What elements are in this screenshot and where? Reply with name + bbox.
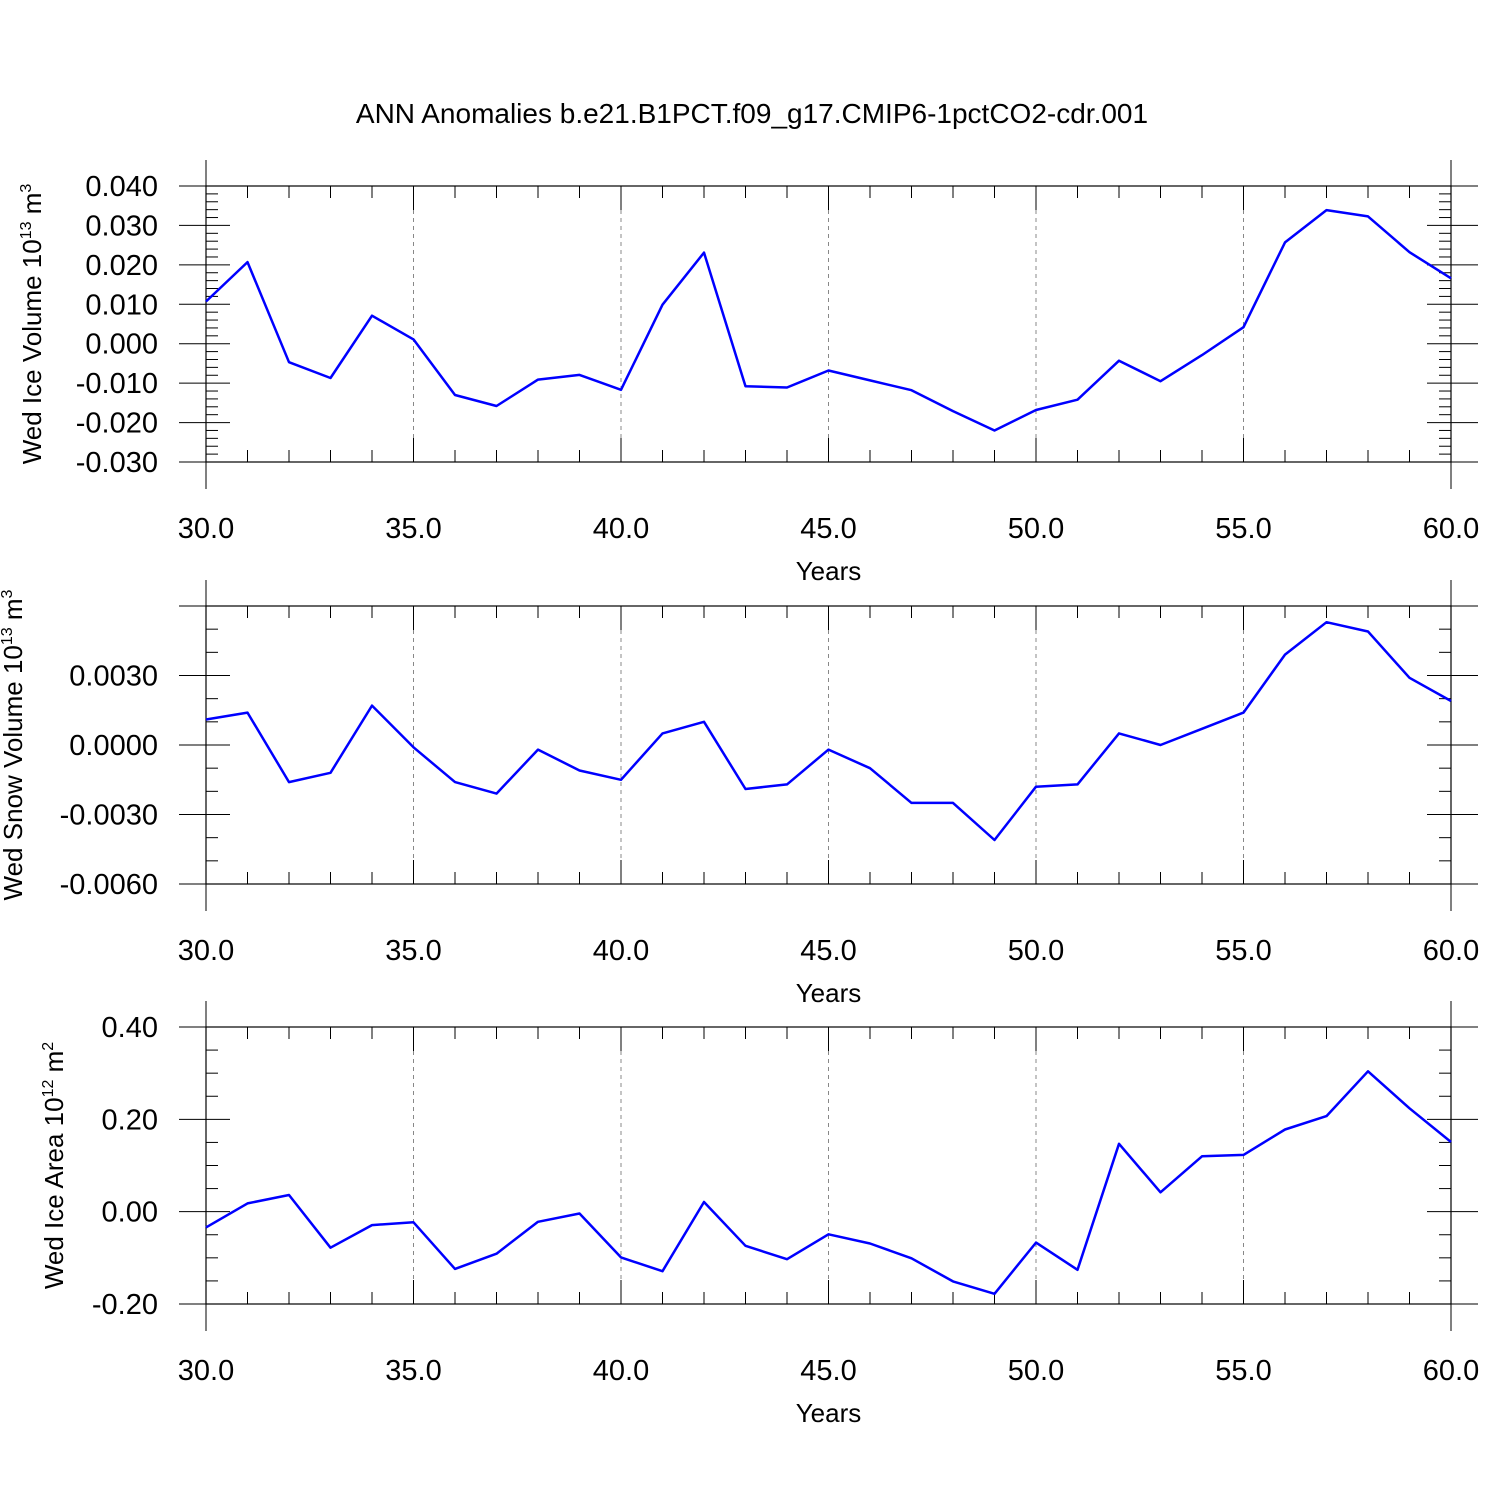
y-axis-title-part: m xyxy=(39,1051,69,1080)
y-axis-title-superscript: 3 xyxy=(0,589,16,598)
x-tick-label: 35.0 xyxy=(385,1355,441,1387)
y-tick-label: 0.0000 xyxy=(69,730,158,762)
y-tick-label: -0.030 xyxy=(76,447,158,479)
y-tick-label: -0.020 xyxy=(76,408,158,440)
y-tick-label: 0.0030 xyxy=(69,661,158,693)
y-axis-title-superscript: 3 xyxy=(18,184,35,193)
x-tick-label: 35.0 xyxy=(385,935,441,967)
y-axis-title: Wed Ice Volume 1013 m3 xyxy=(17,184,47,465)
x-axis-title: Years xyxy=(796,978,862,1008)
x-tick-label: 35.0 xyxy=(385,513,441,545)
y-tick-label: 0.00 xyxy=(102,1197,158,1229)
chart-title: ANN Anomalies b.e21.B1PCT.f09_g17.CMIP6-… xyxy=(356,98,1148,129)
x-tick-label: 40.0 xyxy=(593,1355,649,1387)
y-tick-label: 0.020 xyxy=(85,250,158,282)
y-tick-label: -0.010 xyxy=(76,368,158,400)
series-line xyxy=(205,208,1452,432)
y-tick-label: -0.20 xyxy=(92,1289,158,1321)
x-tick-label: 55.0 xyxy=(1215,513,1271,545)
y-tick-label: 0.000 xyxy=(85,329,158,361)
y-axis-title-part: Wed Snow Volume 10 xyxy=(0,645,28,900)
x-tick-label: 30.0 xyxy=(178,513,234,545)
y-axis-title-superscript: 13 xyxy=(18,221,35,239)
y-axis-title-part: Wed Ice Area 10 xyxy=(39,1097,69,1289)
x-tick-label: 30.0 xyxy=(178,1355,234,1387)
x-tick-label: 45.0 xyxy=(800,513,856,545)
y-axis-title: Wed Snow Volume 1013 m3 xyxy=(0,589,28,900)
panel-3: 30.0 35.0 40.0 45.0 50.0 55.0 60.0 0.40 0.20 0.00… xyxy=(39,1001,1479,1428)
y-axis-title: Wed Ice Area 1012 m2 xyxy=(39,1042,69,1289)
x-axis-title: Years xyxy=(796,556,862,586)
panels: 30.0 35.0 40.0 45.0 50.0 55.0 60.0 0.040 0.030 0.… xyxy=(0,160,1479,1428)
y-tick-label: 0.20 xyxy=(102,1104,158,1136)
x-tick-label: 60.0 xyxy=(1423,513,1479,545)
y-axis-title-part: m xyxy=(17,193,47,222)
y-tick-label: 0.030 xyxy=(85,210,158,242)
x-tick-label: 60.0 xyxy=(1423,1355,1479,1387)
x-tick-label: 55.0 xyxy=(1215,1355,1271,1387)
y-tick-label: 0.010 xyxy=(85,289,158,321)
y-tick-label: 0.40 xyxy=(102,1012,158,1044)
y-tick-label: -0.0060 xyxy=(60,869,158,901)
x-tick-label: 60.0 xyxy=(1423,935,1479,967)
y-tick-label: 0.040 xyxy=(85,171,158,203)
series-line xyxy=(205,1070,1452,1296)
x-axis-title: Years xyxy=(796,1398,862,1428)
y-axis-title-superscript: 13 xyxy=(0,627,16,645)
panel-2: 30.0 35.0 40.0 45.0 50.0 55.0 60.0 0.0030 0.0000… xyxy=(0,580,1479,1008)
y-axis-title-part: m xyxy=(0,598,28,627)
x-tick-label: 45.0 xyxy=(800,935,856,967)
panel-1: 30.0 35.0 40.0 45.0 50.0 55.0 60.0 0.040 0.030 0.… xyxy=(17,160,1479,586)
series-line xyxy=(205,620,1452,842)
x-tick-label: 40.0 xyxy=(593,935,649,967)
x-tick-label: 30.0 xyxy=(178,935,234,967)
x-tick-label: 50.0 xyxy=(1008,1355,1064,1387)
x-tick-label: 50.0 xyxy=(1008,513,1064,545)
y-axis-title-superscript: 12 xyxy=(40,1080,57,1098)
x-tick-label: 40.0 xyxy=(593,513,649,545)
y-axis-title-superscript: 2 xyxy=(40,1042,57,1051)
y-axis-title-part: Wed Ice Volume 10 xyxy=(17,239,47,464)
x-tick-label: 50.0 xyxy=(1008,935,1064,967)
y-tick-label: -0.0030 xyxy=(60,800,158,832)
x-tick-label: 45.0 xyxy=(800,1355,856,1387)
x-tick-label: 55.0 xyxy=(1215,935,1271,967)
